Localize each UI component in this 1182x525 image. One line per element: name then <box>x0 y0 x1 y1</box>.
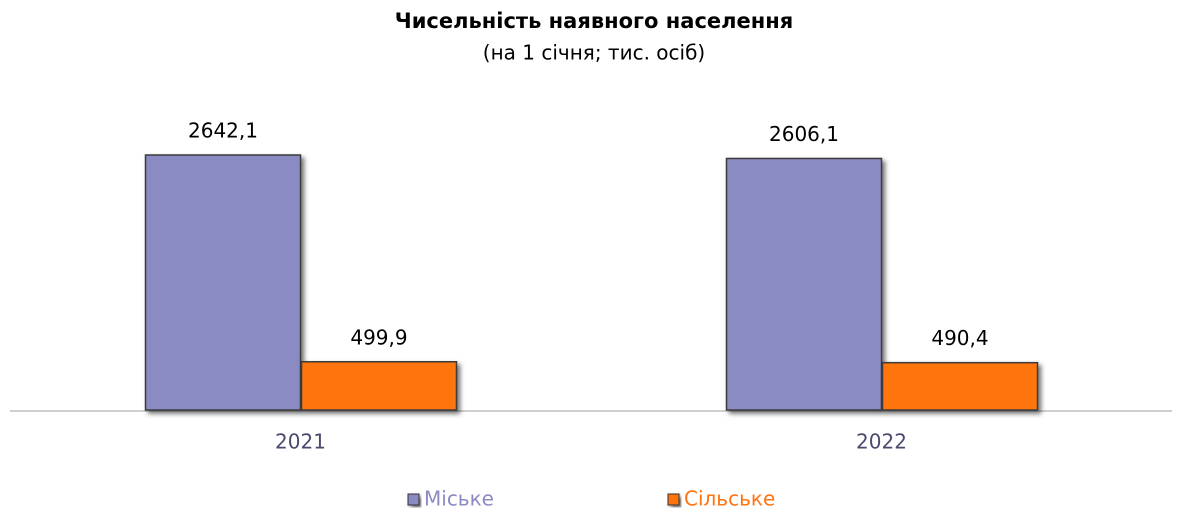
data-label: 490,4 <box>931 326 988 350</box>
data-label: 2606,1 <box>769 122 839 146</box>
x-tick-label: 2021 <box>275 430 326 454</box>
bar <box>881 361 1039 411</box>
bar <box>300 361 458 411</box>
chart-subtitle: (на 1 січня; тис. осіб) <box>483 41 705 65</box>
legend-marker <box>407 493 420 506</box>
legend-marker <box>667 493 680 506</box>
legend-label: Міське <box>424 487 494 511</box>
chart-title: Чисельність наявного населення <box>395 9 794 33</box>
data-label: 499,9 <box>350 325 407 349</box>
bar <box>144 154 302 411</box>
bar <box>725 157 883 411</box>
data-label: 2642,1 <box>188 119 258 143</box>
legend-label: Сільське <box>684 487 775 511</box>
x-tick-label: 2022 <box>856 430 907 454</box>
